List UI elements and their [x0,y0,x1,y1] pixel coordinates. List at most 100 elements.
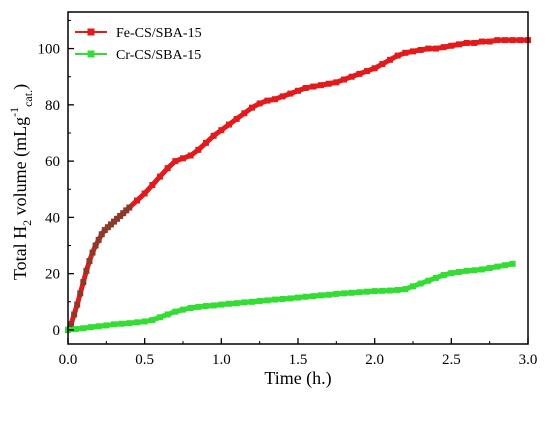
point-fe [456,41,462,48]
x-tick-label: 0.0 [59,352,78,368]
point-fe [463,39,470,46]
point-cr [149,317,156,324]
y-axis-title-sub2: cat. [21,90,35,107]
point-fe [80,279,87,286]
point-fe [74,301,81,308]
point-cr [118,320,125,327]
point-fe [89,249,96,256]
point-cr [371,288,378,295]
point-fe [364,68,370,75]
point-fe [325,80,332,87]
point-fe [180,155,186,162]
point-fe [98,231,105,238]
point-cr [417,280,424,287]
point-cr [226,300,232,307]
point-cr [509,260,516,267]
point-fe [226,121,232,128]
y-tick-label: 60 [45,154,60,170]
legend-label-cr: Cr-CS/SBA-15 [116,48,201,63]
point-fe [86,258,93,264]
point-cr [463,267,470,274]
point-cr [348,289,355,296]
point-fe [172,158,179,165]
point-cr [486,265,493,272]
series-cr [65,260,516,333]
point-fe [104,224,111,231]
point-cr [203,303,209,310]
point-fe [509,37,516,44]
point-cr [341,290,347,297]
point-fe [448,42,455,49]
point-cr [379,287,386,294]
point-cr [402,286,409,293]
point-fe [187,152,194,159]
point-fe [210,132,217,139]
y-tick-label: 100 [38,42,61,58]
point-fe [402,49,409,56]
point-cr [134,319,140,326]
point-fe [195,146,202,153]
point-cr [387,287,393,294]
point-cr [157,314,163,321]
point-fe [107,221,114,228]
point-cr [440,272,447,279]
point-cr [195,303,202,310]
point-fe [318,82,324,89]
point-fe [486,38,493,45]
point-fe [479,38,485,45]
point-fe [111,218,117,225]
point-fe [164,165,171,172]
point-cr [172,308,179,315]
point-fe [440,44,447,51]
legend-item-cr: Cr-CS/SBA-15 [75,48,201,63]
point-cr [272,296,278,303]
series-fe-line [65,37,531,333]
point-cr [103,322,110,329]
point-fe [249,104,255,111]
point-fe [233,115,240,122]
point-fe [123,207,130,214]
point-cr [95,323,102,330]
point-fe [120,210,127,217]
point-fe [218,127,225,134]
y-tick-label: 40 [45,210,60,226]
y-axis-title-sub: 2 [20,220,34,226]
x-axis-title: Time (h.) [264,368,331,389]
point-cr [141,318,148,325]
point-fe [394,52,401,59]
point-fe [114,215,121,222]
point-fe [494,37,501,44]
point-fe [141,190,148,197]
point-cr [295,294,301,301]
x-tick-label: 2.0 [365,352,384,368]
point-fe [310,83,317,90]
series-fe [65,37,531,333]
ticks-layer: 0.0 0.5 1.0 1.5 2.0 2.5 3.0 0 20 40 60 80 100 [38,19,538,368]
point-cr [502,262,508,269]
x-tick-label: 3.0 [519,352,538,368]
point-fe [117,212,124,219]
point-cr [187,304,194,311]
point-fe [77,290,84,297]
point-cr [256,297,263,304]
point-cr [456,268,462,275]
series-layer [65,37,531,333]
point-cr [448,270,455,277]
x-tick-label: 0.5 [135,352,154,368]
point-fe [348,73,355,80]
legend: Fe-CS/SBA-15 Cr-CS/SBA-15 [75,26,202,63]
y-axis-title-main: Total H [10,226,30,280]
x-tick-label: 1.5 [289,352,308,368]
point-cr [325,291,332,298]
point-cr [356,289,363,296]
y-tick-label: 20 [45,267,60,283]
point-fe [517,37,524,44]
point-cr [264,297,271,304]
y-axis-title-sup: -1 [7,107,21,117]
point-cr [471,267,478,274]
point-fe [256,100,263,107]
point-cr [394,286,401,293]
point-cr [318,292,324,299]
y-axis-title-rest: volume (mLg [10,117,31,220]
